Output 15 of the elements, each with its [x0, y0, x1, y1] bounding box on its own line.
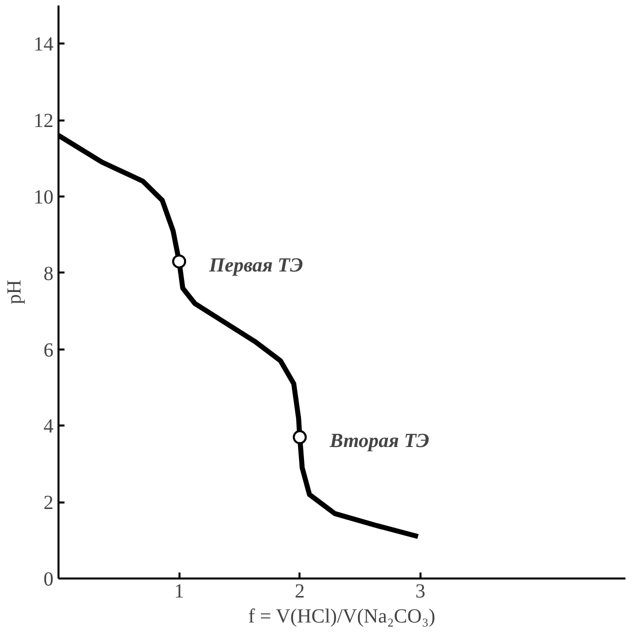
y-tick-label: 4: [44, 416, 54, 438]
x-tick-label: 3: [415, 580, 426, 602]
y-tick-label: 8: [44, 262, 54, 285]
y-tick-label: 14: [34, 34, 54, 56]
annotation: Первая ТЭ: [208, 254, 304, 276]
y-tick-label: 0: [44, 568, 54, 590]
y-tick-label: 6: [44, 339, 54, 362]
y-tick-label: 10: [34, 186, 54, 208]
y-tick-label: 2: [44, 492, 54, 514]
y-axis-title: pH: [4, 280, 26, 304]
x-tick-label: 1: [174, 580, 184, 602]
annotation: Вторая ТЭ: [328, 430, 430, 452]
x-axis-title: f = V(HCl)/V(Na₂CO₃): [248, 606, 436, 628]
x-tick-label: 2: [294, 580, 305, 602]
y-tick-label: 12: [34, 110, 54, 132]
